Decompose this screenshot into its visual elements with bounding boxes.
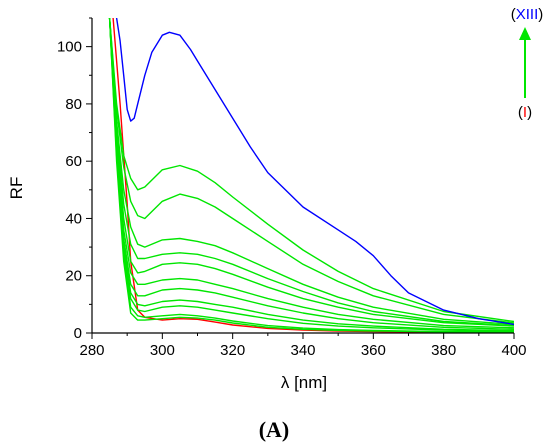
annotation-bottom-roman: I — [523, 104, 527, 121]
annotation-bottom-close: ) — [527, 104, 532, 121]
y-axis-title: RF — [7, 177, 26, 200]
x-tick-label-380: 380 — [431, 342, 456, 359]
x-tick-label-280: 280 — [79, 342, 104, 359]
series-line-3 — [108, 18, 514, 333]
series-line-10 — [108, 18, 514, 326]
annotation-top-label: (XIII) — [511, 6, 544, 23]
series-line-8 — [108, 18, 514, 327]
series-layer — [108, 18, 514, 333]
ticks-layer: 280 300 320 340 360 380 400 0 20 40 60 80 100 — [57, 17, 527, 359]
series-line-11 — [108, 18, 514, 324]
annotation-bottom-label: (I) — [518, 104, 532, 121]
series-line-4 — [108, 18, 514, 332]
annotation-top-roman: XIII — [516, 6, 539, 23]
y-tick-label-100: 100 — [57, 39, 82, 56]
series-order-annotation: (XIII) (I) — [511, 6, 544, 121]
axes-layer — [91, 18, 514, 334]
annotation-arrow-head-icon — [519, 27, 531, 40]
x-tick-label-400: 400 — [501, 342, 526, 359]
x-axis-title: λ [nm] — [281, 373, 327, 392]
y-tick-label-60: 60 — [65, 153, 82, 170]
panel-label: (A) — [259, 417, 290, 442]
series-line-1 — [112, 18, 514, 333]
y-tick-label-0: 0 — [74, 325, 82, 342]
series-line-12 — [108, 18, 514, 323]
series-line-13 — [115, 18, 514, 326]
series-line-2 — [108, 18, 514, 333]
y-tick-label-40: 40 — [65, 210, 82, 227]
series-line-6 — [108, 18, 514, 330]
annotation-top-open: ( — [511, 6, 516, 23]
x-tick-label-300: 300 — [150, 342, 175, 359]
y-tick-label-20: 20 — [65, 268, 82, 285]
annotation-top-close: ) — [538, 6, 543, 23]
series-line-7 — [108, 18, 514, 329]
x-tick-label-360: 360 — [361, 342, 386, 359]
annotation-bottom-open: ( — [518, 104, 523, 121]
series-line-5 — [108, 18, 514, 332]
x-tick-label-340: 340 — [290, 342, 315, 359]
x-tick-label-320: 320 — [220, 342, 245, 359]
series-line-9 — [108, 18, 514, 327]
y-tick-label-80: 80 — [65, 96, 82, 113]
